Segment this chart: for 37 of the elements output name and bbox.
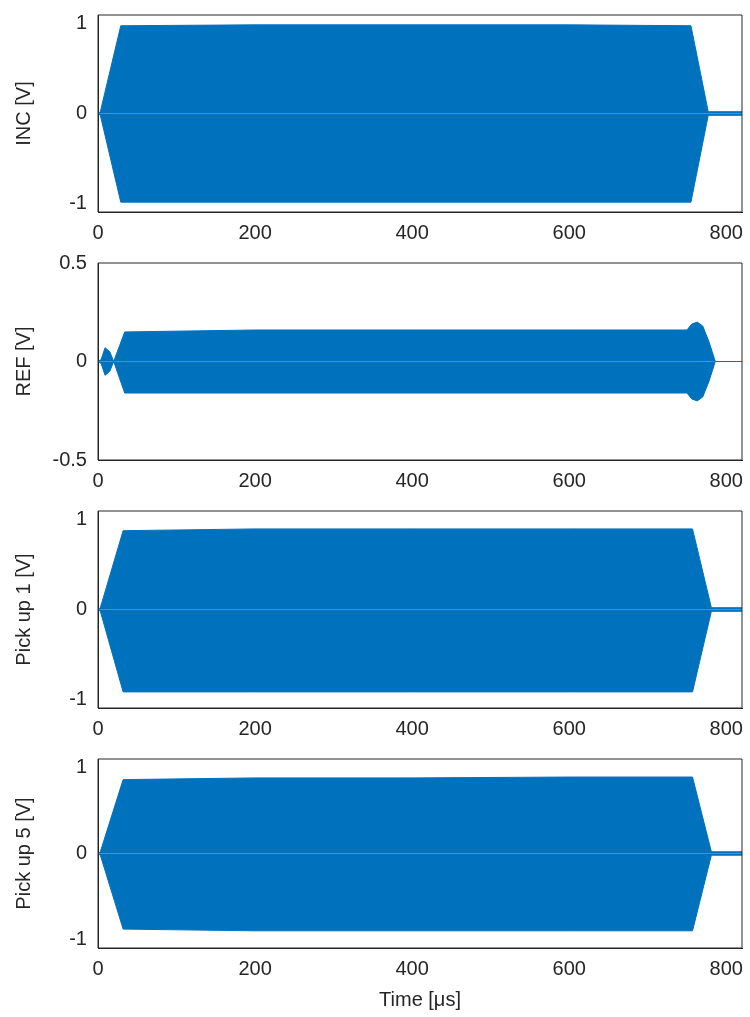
y-tick-label: -0.5 — [52, 447, 87, 470]
x-tick-label: 600 — [552, 468, 586, 491]
x-tick-label: 400 — [395, 716, 429, 739]
x-tick-label: 200 — [238, 468, 272, 491]
y-tick-label: 0 — [75, 101, 87, 124]
y-axis-title: Pick up 5 [V] — [11, 797, 34, 910]
x-tick-label: 0 — [92, 716, 104, 739]
x-tick-label: 0 — [92, 468, 104, 491]
x-tick-label: 800 — [709, 220, 743, 243]
x-tick-label: 400 — [395, 468, 429, 491]
y-axis-title: INC [V] — [11, 81, 34, 146]
x-tick-label: 800 — [709, 956, 743, 979]
x-axis-title: Time [μs] — [379, 987, 461, 1010]
x-tick-label: 800 — [709, 716, 743, 739]
x-tick-label: 600 — [552, 956, 586, 979]
y-tick-label: -1 — [69, 686, 87, 709]
y-tick-label: -1 — [69, 190, 87, 213]
y-tick-label: 1 — [75, 755, 87, 778]
y-tick-label: 1 — [75, 11, 87, 34]
x-tick-label: 0 — [92, 956, 104, 979]
x-tick-label: 400 — [395, 220, 429, 243]
x-tick-label: 400 — [395, 956, 429, 979]
y-tick-label: 0 — [75, 349, 87, 372]
x-tick-label: 200 — [238, 716, 272, 739]
x-tick-label: 200 — [238, 220, 272, 243]
y-tick-label: -1 — [69, 926, 87, 949]
y-tick-label: 1 — [75, 507, 87, 530]
x-tick-label: 600 — [552, 716, 586, 739]
y-tick-label: 0 — [75, 597, 87, 620]
y-axis-title: Pick up 1 [V] — [11, 553, 34, 666]
x-tick-label: 0 — [92, 220, 104, 243]
x-tick-label: 600 — [552, 220, 586, 243]
x-tick-label: 200 — [238, 956, 272, 979]
y-axis-title: REF [V] — [11, 326, 34, 397]
y-tick-label: 0.5 — [59, 250, 87, 273]
x-tick-label: 800 — [709, 468, 743, 491]
y-tick-label: 0 — [75, 841, 87, 864]
